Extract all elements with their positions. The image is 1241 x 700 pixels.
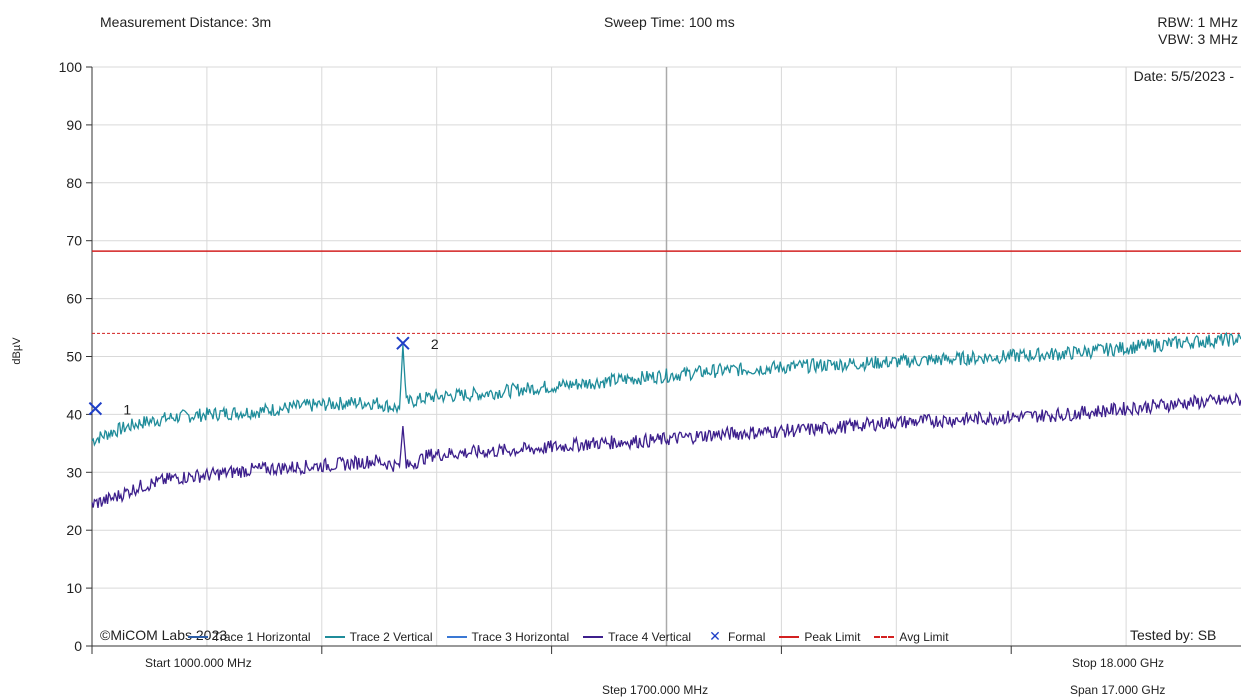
legend-item: Avg Limit	[874, 629, 949, 644]
vbw-label: VBW: 3 MHz	[1158, 31, 1238, 47]
legend-label: Formal	[728, 629, 766, 644]
limit-lines	[92, 250, 1241, 334]
step-frequency: Step 1700.000 MHz	[602, 683, 709, 697]
formal-marker-2	[396, 336, 410, 350]
legend-item: Trace 2 Vertical	[324, 629, 433, 644]
measurement-distance: Measurement Distance: 3m	[100, 14, 272, 30]
legend-line-swatch	[188, 635, 208, 638]
series	[91, 331, 1241, 508]
y-tick-label: 30	[66, 464, 82, 480]
legend: Trace 1 Horizontal Trace 2 Vertical Trace …	[188, 628, 963, 645]
legend-label: Trace 4 Vertical	[608, 629, 692, 644]
legend-label: Trace 1 Horizontal	[213, 629, 311, 644]
y-tick-label: 70	[66, 233, 82, 249]
legend-label: Avg Limit	[899, 629, 949, 644]
marker-label: 2	[431, 336, 439, 352]
y-tick-label: 40	[66, 406, 82, 422]
y-tick-label: 100	[59, 59, 83, 75]
legend-line-swatch	[446, 635, 467, 638]
axes: 0 10 20 30 40 50 60 70 80 90 100	[59, 59, 1241, 654]
legend-line-swatch	[779, 635, 800, 638]
legend-label: Trace 3 Horizontal	[471, 629, 570, 644]
legend-label: Trace 2 Vertical	[349, 629, 433, 644]
marker-label: 1	[123, 402, 131, 418]
series-line-trace2-vertical	[91, 331, 1241, 447]
copyright-label: ©MiCOM Labs 2023	[100, 627, 228, 643]
legend-item: ✕ Formal	[705, 628, 765, 645]
stop-frequency: Stop 18.000 GHz	[1072, 656, 1165, 670]
sweep-time: Sweep Time: 100 ms	[604, 14, 735, 30]
bandwidth-info: RBW: 1 MHz VBW: 3 MHz	[1157, 14, 1238, 48]
span-frequency: Span 17.000 GHz	[1070, 683, 1166, 697]
legend-item: Trace 1 Horizontal	[188, 630, 311, 644]
y-tick-label: 60	[66, 291, 82, 307]
date-label: Date: 5/5/2023 -	[1133, 68, 1234, 84]
legend-line-swatch	[324, 635, 345, 638]
legend-item: Peak Limit	[779, 630, 860, 644]
legend-line-swatch	[583, 635, 604, 638]
tested-by-label: Tested by: SB	[1130, 627, 1217, 643]
y-tick-label: 10	[66, 580, 82, 596]
legend-label: Peak Limit	[804, 629, 861, 644]
grid	[92, 66, 1241, 646]
y-tick-label: 80	[66, 175, 82, 191]
y-tick-label: 20	[66, 522, 82, 538]
legend-item: Trace 3 Horizontal	[446, 629, 570, 644]
start-frequency: Start 1000.000 MHz	[145, 656, 252, 670]
y-tick-label: 90	[66, 117, 82, 133]
markers: 12	[88, 336, 439, 418]
legend-line-swatch	[874, 635, 895, 638]
series-line-trace4-vertical	[91, 392, 1241, 508]
y-tick-label: 50	[66, 349, 82, 365]
y-tick-label: 0	[74, 638, 82, 654]
formal-marker-1	[88, 401, 103, 416]
legend-item: Trace 4 Vertical	[583, 630, 691, 644]
rbw-label: RBW: 1 MHz	[1157, 14, 1238, 30]
legend-x-swatch: ✕	[709, 628, 721, 644]
